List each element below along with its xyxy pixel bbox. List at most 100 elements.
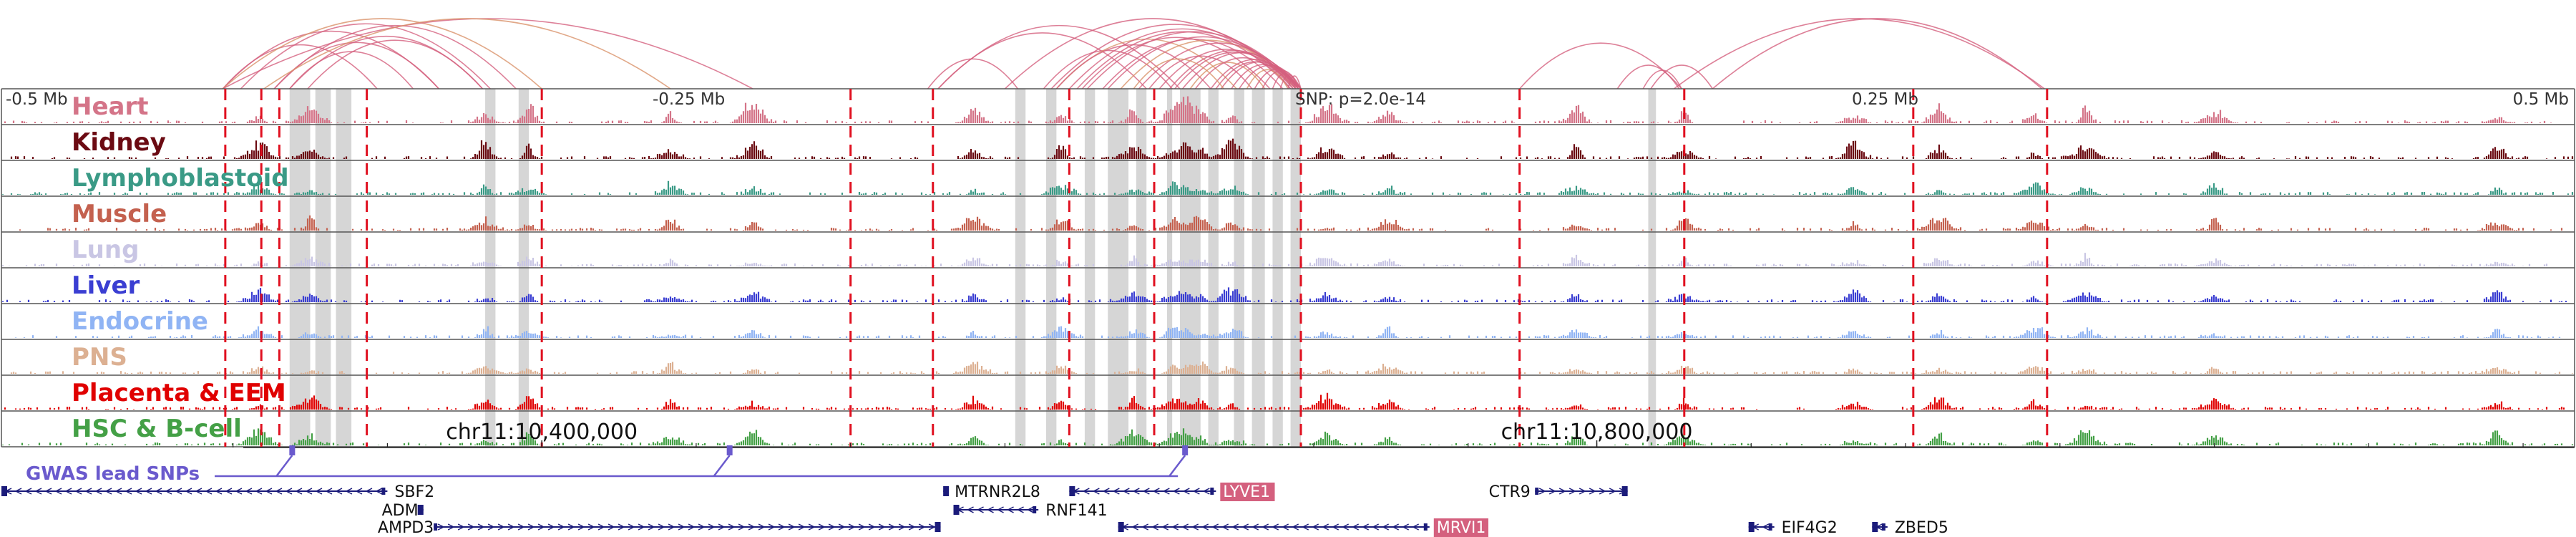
strand-chevron [1102, 488, 1110, 495]
interaction-loop [222, 18, 753, 90]
strand-chevron [255, 488, 263, 495]
gene-lyve1: LYVE1 [1069, 483, 1275, 501]
strand-chevron [658, 523, 665, 531]
gene-label: EIF4G2 [1782, 519, 1838, 537]
gene-label: MRVI1 [1437, 519, 1486, 537]
strand-chevron [1272, 523, 1279, 531]
signal-track-heart [1, 96, 2575, 125]
track-labels: Heart Kidney Lymphoblastoid Muscle Lung Liver… [72, 92, 289, 443]
strand-chevron [678, 523, 686, 531]
track-label: Lung [72, 236, 139, 264]
gene-exon [953, 505, 960, 515]
strand-chevron [758, 523, 766, 531]
strand-chevron [1579, 488, 1586, 495]
strand-chevron [918, 523, 926, 531]
strand-chevron [1142, 488, 1150, 495]
strand-chevron [265, 488, 273, 495]
interaction-loop [1519, 42, 1682, 90]
strand-chevron [44, 488, 52, 495]
strand-chevron [245, 488, 253, 495]
gene-label: AMPD3 [378, 519, 434, 537]
position-label-left: -0.5 Mb [6, 90, 68, 109]
strand-chevron [135, 488, 142, 495]
strand-chevron [235, 488, 243, 495]
track-signal [1, 180, 2574, 195]
strand-chevron [1282, 523, 1289, 531]
interaction-loop [289, 51, 414, 90]
strand-chevron [1402, 523, 1409, 531]
strand-chevron [125, 488, 132, 495]
strand-chevron [477, 523, 485, 531]
strand-chevron [1092, 488, 1100, 495]
position-labels: -0.5 Mb -0.25 Mb SNP: p=2.0e-14 0.25 Mb … [6, 90, 2569, 109]
strand-chevron [1006, 506, 1014, 513]
strand-chevron [94, 488, 102, 495]
signal-track-pns [1, 361, 2575, 376]
track-label: Kidney [72, 128, 166, 157]
strand-chevron [325, 488, 333, 495]
track-signal [1, 428, 2574, 445]
strand-chevron [1151, 523, 1158, 531]
strand-chevron [1152, 488, 1160, 495]
strand-chevron [547, 523, 555, 531]
strand-chevron [1202, 488, 1210, 495]
strand-chevron [1609, 488, 1616, 495]
gene-label: ADM [382, 502, 419, 520]
gwas-lead-snps: GWAS lead SNPs [26, 445, 1189, 485]
strand-chevron [185, 488, 192, 495]
interaction-loop [1262, 69, 1302, 90]
strand-chevron [1292, 523, 1299, 531]
strand-chevron [1182, 488, 1190, 495]
strand-chevron [928, 523, 936, 531]
interaction-loop [1231, 64, 1297, 90]
position-label-right: 0.5 Mb [2513, 90, 2569, 109]
gene-exon [1621, 486, 1628, 496]
interaction-loop [1673, 18, 2045, 90]
gene-highlight-box [1220, 483, 1275, 501]
gene-exon [434, 523, 438, 531]
position-label-snp: SNP: p=2.0e-14 [1295, 90, 1426, 109]
track-signal [19, 215, 2563, 231]
interaction-loop [1272, 73, 1297, 90]
strand-chevron [628, 523, 635, 531]
strand-chevron [175, 488, 182, 495]
strand-chevron [1382, 523, 1389, 531]
gene-exon [1033, 506, 1037, 513]
interaction-loop [1616, 64, 1680, 90]
strand-chevron [848, 523, 856, 531]
strand-chevron [1568, 488, 1576, 495]
gene-label: CTR9 [1489, 483, 1531, 501]
track-signal [1, 287, 2567, 302]
signal-tracks [1, 88, 2575, 448]
track-signal [1, 253, 2548, 266]
strand-chevron [688, 523, 696, 531]
gene-mrvi1: MRVI1 [1118, 518, 1488, 537]
gwas-snp-marker [726, 445, 733, 455]
interaction-loop [1246, 69, 1289, 90]
strand-chevron [698, 523, 706, 531]
strand-chevron [597, 523, 605, 531]
strand-chevron [155, 488, 162, 495]
strand-chevron [1548, 488, 1556, 495]
strand-chevron [527, 523, 535, 531]
track-label: Endocrine [72, 307, 208, 336]
gene-ctr9: CTR9 [1489, 483, 1628, 501]
interaction-loop [1133, 58, 1224, 90]
strand-chevron [315, 488, 323, 495]
strand-chevron [567, 523, 575, 531]
track-label: Liver [72, 271, 140, 300]
strand-chevron [966, 506, 974, 513]
strand-chevron [457, 523, 465, 531]
strand-chevron [1312, 523, 1319, 531]
strand-chevron [1262, 523, 1269, 531]
track-label: HSC & B-cell [72, 415, 242, 443]
strand-chevron [1342, 523, 1349, 531]
strand-chevron [54, 488, 62, 495]
track-signal [4, 392, 2565, 410]
gene-label: RNF141 [1045, 502, 1107, 520]
gene-zbed5: ZBED5 [1872, 519, 1948, 537]
strand-chevron [1082, 488, 1090, 495]
strand-chevron [618, 523, 625, 531]
interaction-loop [937, 25, 1181, 90]
